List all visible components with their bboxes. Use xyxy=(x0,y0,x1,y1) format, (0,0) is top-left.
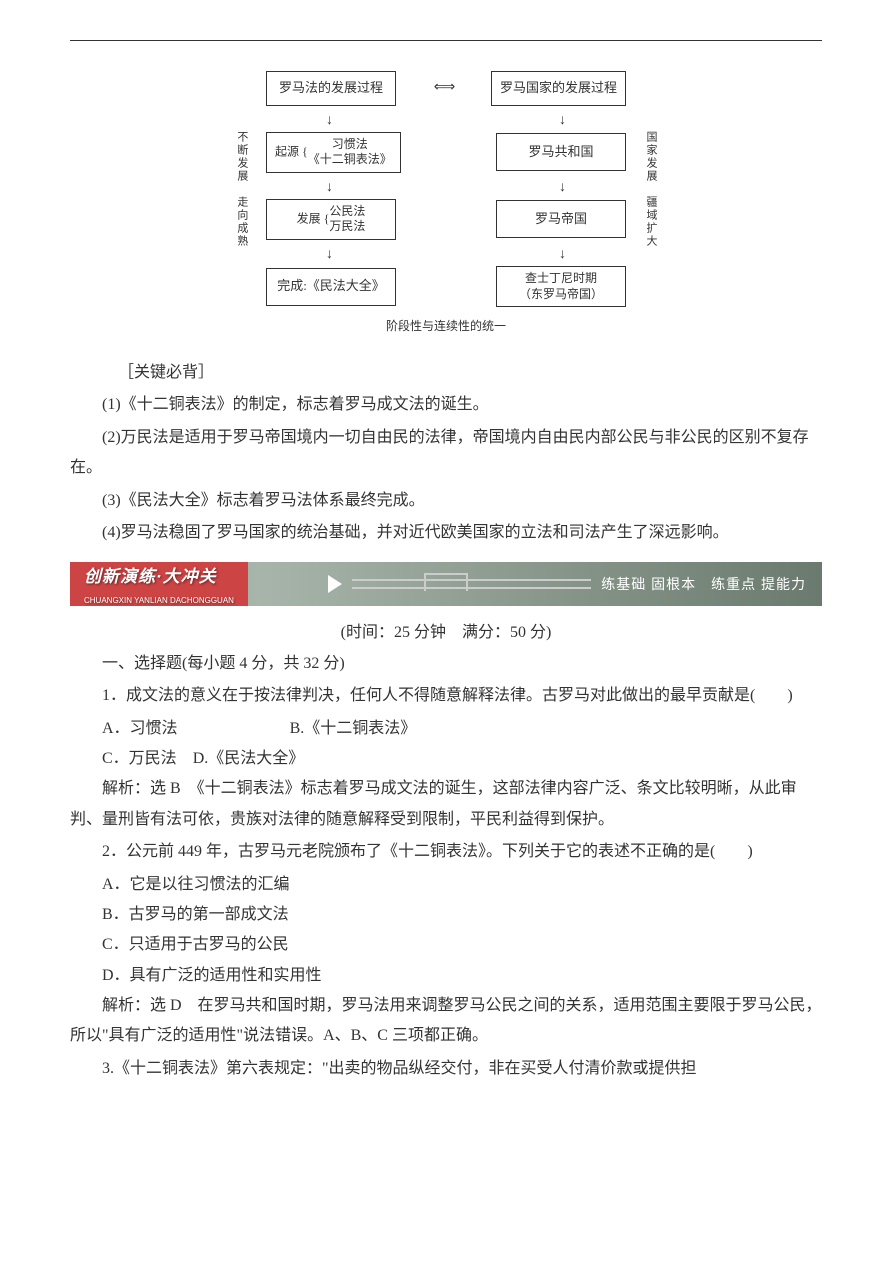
key-point-2: (2)万民法是适用于罗马帝国境内一切自由民的法律，帝国境内自由民内部公民与非公民… xyxy=(70,423,822,484)
banner-divider xyxy=(352,579,591,589)
diagram-develop-box: 发展 {公民法 万民法 xyxy=(266,199,396,240)
arrow-down-icon: ↓ xyxy=(326,114,333,128)
q2-answer: 解析：选 D 在罗马共和国时期，罗马法用来调整罗马公民之间的关系，适用范围主要限… xyxy=(70,991,822,1052)
diagram-top-right: 罗马国家的发展过程 xyxy=(491,71,626,106)
diagram-top-left: 罗马法的发展过程 xyxy=(266,71,396,106)
exercise-banner: 创新演练·大冲关 CHUANGXIN YANLIAN DACHONGGUAN 练… xyxy=(70,562,822,606)
arrow-down-icon: ↓ xyxy=(326,181,333,195)
play-icon xyxy=(328,575,342,593)
q1-options-ab: A．习惯法 B.《十二铜表法》 xyxy=(70,714,822,744)
key-points-label: ［关键必背］ xyxy=(70,358,822,388)
q1-options-cd: C．万民法 D.《民法大全》 xyxy=(70,744,822,774)
key-point-1: (1)《十二铜表法》的制定，标志着罗马成文法的诞生。 xyxy=(70,390,822,420)
section-title: 一、选择题(每小题 4 分，共 32 分) xyxy=(70,649,822,679)
roman-law-diagram: 不断发展 走向成熟 国家发展 疆域扩大 罗马法的发展过程 ⇐⇒ 罗马国家的发展过… xyxy=(236,71,656,338)
double-arrow-icon: ⇐⇒ xyxy=(434,75,453,102)
q3-stem: 3.《十二铜表法》第六表规定："出卖的物品纵经交付，非在买受人付清价款或提供担 xyxy=(70,1054,822,1084)
arrow-down-icon: ↓ xyxy=(559,181,566,195)
arrow-down-icon: ↓ xyxy=(559,114,566,128)
q2-option-a: A．它是以往习惯法的汇编 xyxy=(70,870,822,900)
q1-option-a: A．习惯法 xyxy=(102,720,178,737)
arrow-down-icon: ↓ xyxy=(326,248,333,262)
diagram-bottom-label: 阶段性与连续性的统一 xyxy=(266,315,626,338)
key-point-4: (4)罗马法稳固了罗马国家的统治基础，并对近代欧美国家的立法和司法产生了深远影响… xyxy=(70,518,822,548)
q1-option-d: D.《民法大全》 xyxy=(193,750,305,767)
banner-subtitle: 练基础 固根本 练重点 提能力 xyxy=(601,571,822,598)
q2-stem: 2．公元前 449 年，古罗马元老院颁布了《十二铜表法》。下列关于它的表述不正确… xyxy=(70,837,822,867)
arrow-down-icon: ↓ xyxy=(559,248,566,262)
diagram-side-left: 不断发展 走向成熟 xyxy=(231,131,252,248)
q2-option-d: D．具有广泛的适用性和实用性 xyxy=(70,961,822,991)
banner-figures-icon xyxy=(248,562,308,606)
diagram-origin-box: 起源 {习惯法 《十二铜表法》 xyxy=(266,132,401,173)
diagram-justinian-box: 查士丁尼时期 （东罗马帝国） xyxy=(496,266,626,307)
diagram-republic-box: 罗马共和国 xyxy=(496,133,626,171)
q1-stem: 1．成文法的意义在于按法律判决，任何人不得随意解释法律。古罗马对此做出的最早贡献… xyxy=(70,681,822,711)
q2-option-b: B．古罗马的第一部成文法 xyxy=(70,900,822,930)
q2-option-c: C．只适用于古罗马的公民 xyxy=(70,930,822,960)
banner-title: 创新演练·大冲关 CHUANGXIN YANLIAN DACHONGGUAN xyxy=(70,562,248,606)
exam-info: (时间：25 分钟 满分：50 分) xyxy=(70,618,822,648)
q1-option-c: C．万民法 xyxy=(102,750,177,767)
q1-option-b: B.《十二铜表法》 xyxy=(290,720,417,737)
key-point-3: (3)《民法大全》标志着罗马法体系最终完成。 xyxy=(70,486,822,516)
diagram-empire-box: 罗马帝国 xyxy=(496,200,626,238)
diagram-side-right: 国家发展 疆域扩大 xyxy=(640,131,661,248)
q1-answer: 解析：选 B 《十二铜表法》标志着罗马成文法的诞生，这部法律内容广泛、条文比较明… xyxy=(70,774,822,835)
diagram-complete-box: 完成:《民法大全》 xyxy=(266,268,396,306)
